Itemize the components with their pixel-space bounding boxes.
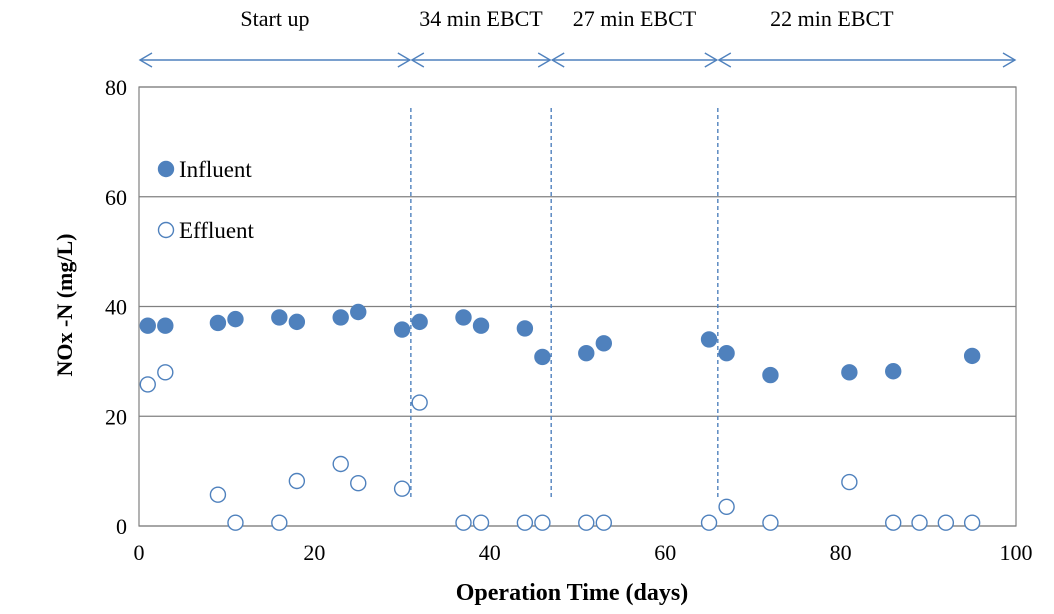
- effluent-point: [332, 455, 349, 473]
- legend-label: Effluent: [179, 218, 255, 243]
- effluent-point: [516, 514, 534, 531]
- legend-marker: [157, 160, 175, 178]
- phase-label: Start up: [240, 6, 309, 31]
- influent-point: [472, 317, 490, 334]
- phase-dividers: [410, 108, 719, 500]
- y-tick-label: 40: [105, 295, 127, 320]
- phase-label: 22 min EBCT: [770, 6, 894, 31]
- y-tick-label: 60: [105, 185, 127, 210]
- influent-point: [534, 348, 551, 366]
- x-tick-label: 0: [134, 540, 145, 565]
- effluent-point: [411, 394, 428, 411]
- influent-point: [157, 317, 174, 334]
- legend-label: Influent: [179, 157, 252, 182]
- effluent-point: [885, 514, 902, 531]
- phase-arrows: [138, 52, 1017, 68]
- gridlines: [139, 86, 1016, 527]
- effluent-point: [762, 514, 779, 531]
- influent-point: [718, 344, 735, 362]
- effluent-point: [841, 473, 858, 491]
- influent-point: [762, 366, 779, 384]
- effluent-point: [209, 486, 227, 503]
- effluent-point: [288, 472, 306, 490]
- phase-labels: Start up 34 min EBCT 27 min EBCT 22 min EBC…: [240, 6, 894, 31]
- influent-point: [139, 317, 156, 334]
- influent-point: [227, 310, 244, 328]
- x-tick-label: 80: [830, 540, 852, 565]
- x-tick-label: 40: [479, 540, 501, 565]
- phase-arrow: [717, 52, 1017, 68]
- effluent-point: [963, 514, 981, 531]
- y-tick-label: 20: [105, 404, 127, 429]
- x-tick-label: 100: [1000, 540, 1033, 565]
- influent-point: [393, 321, 411, 338]
- influent-point: [455, 309, 472, 326]
- phase-arrow: [410, 52, 552, 68]
- influent-point: [516, 320, 534, 337]
- effluent-point: [455, 514, 472, 531]
- effluent-point: [139, 376, 156, 393]
- effluent-point: [227, 514, 244, 531]
- influent-point: [700, 331, 718, 348]
- phase-label: 34 min EBCT: [419, 6, 543, 31]
- y-tick-label: 0: [116, 514, 127, 539]
- effluent-point: [911, 514, 928, 531]
- influent-point: [271, 309, 288, 326]
- influent-point: [963, 347, 981, 365]
- influent-point: [209, 314, 227, 332]
- influent-point: [350, 303, 367, 321]
- phase-arrow: [138, 52, 412, 68]
- legend-marker: [157, 221, 175, 239]
- effluent-point: [937, 514, 955, 531]
- influent-point: [288, 313, 306, 331]
- influent-point: [885, 363, 902, 380]
- influent-point: [332, 309, 349, 326]
- influent-point: [411, 313, 428, 331]
- effluent-point: [472, 514, 490, 531]
- phase-label: 27 min EBCT: [573, 6, 697, 31]
- x-tick-label: 20: [303, 540, 325, 565]
- effluent-point: [700, 514, 718, 531]
- phase-arrow: [550, 52, 719, 68]
- influent-point: [578, 344, 595, 362]
- effluent-point: [534, 514, 551, 531]
- influent-point: [841, 364, 858, 381]
- influent-point: [595, 335, 613, 352]
- y-axis-ticks: 0 20 40 60 80: [105, 75, 127, 539]
- y-axis-title: NOx -N (mg/L): [52, 234, 77, 377]
- effluent-point: [393, 480, 411, 497]
- legend: Influent Effluent: [157, 157, 255, 243]
- plot-frame: [138, 86, 1017, 527]
- effluent-point: [350, 474, 367, 492]
- effluent-point: [718, 498, 735, 515]
- effluent-point: [578, 514, 595, 531]
- data-points: [139, 303, 981, 531]
- x-axis-title: Operation Time (days): [456, 580, 688, 606]
- effluent-point: [157, 364, 174, 381]
- x-axis-ticks: 0 20 40 60 80 100: [134, 540, 1033, 565]
- x-tick-label: 60: [654, 540, 676, 565]
- effluent-point: [595, 514, 613, 531]
- effluent-point: [271, 514, 288, 531]
- y-tick-label: 80: [105, 75, 127, 100]
